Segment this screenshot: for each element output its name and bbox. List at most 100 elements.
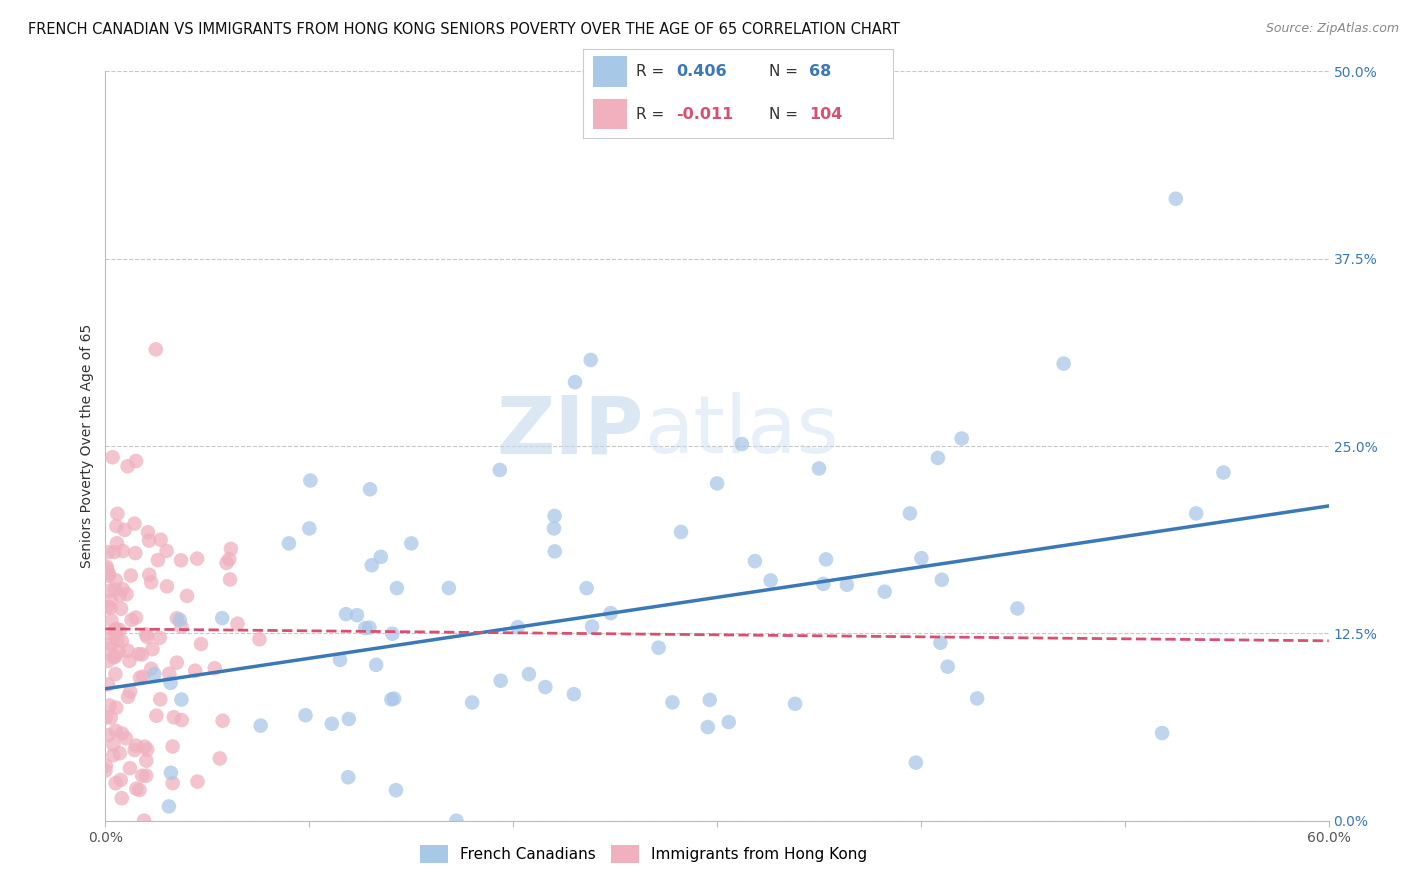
Point [904, 756, 927, 770]
Point [100, 626, 122, 640]
Point [706, 476, 728, 491]
Point [111, 791, 134, 805]
Point [170, 713, 193, 727]
Point [105, 632, 128, 647]
Point [117, 459, 139, 474]
Point [111, 726, 134, 740]
Point [184, 664, 207, 678]
Point [1007, 601, 1029, 615]
Point [575, 581, 598, 595]
Point [97, 728, 120, 742]
Point [118, 761, 141, 775]
Point [898, 507, 921, 521]
Point [162, 776, 184, 790]
Point [163, 710, 186, 724]
Text: R =: R = [636, 64, 669, 78]
Point [335, 607, 357, 621]
Point [950, 432, 973, 446]
Point [581, 619, 603, 633]
Point [105, 700, 128, 714]
Point [124, 516, 146, 531]
Point [696, 720, 718, 734]
Point [929, 636, 952, 650]
Point [121, 613, 143, 627]
Text: Source: ZipAtlas.com: Source: ZipAtlas.com [1265, 22, 1399, 36]
Point [115, 587, 138, 601]
Point [104, 626, 127, 640]
Point [815, 552, 838, 566]
Point [380, 692, 402, 706]
Point [370, 549, 392, 564]
Point [105, 507, 128, 521]
Point [170, 692, 193, 706]
Point [543, 508, 565, 523]
Point [599, 606, 621, 620]
Point [105, 536, 128, 550]
Point [506, 620, 529, 634]
Point [219, 541, 242, 556]
Point [134, 739, 156, 754]
Point [103, 738, 125, 752]
Point [299, 474, 322, 488]
Point [218, 552, 240, 566]
Point [160, 765, 183, 780]
Point [669, 524, 692, 539]
Point [110, 772, 132, 787]
Point [118, 654, 141, 668]
Point [115, 731, 138, 746]
Point [717, 715, 740, 730]
Point [124, 546, 146, 560]
Point [170, 553, 193, 567]
Point [156, 544, 179, 558]
Point [100, 614, 122, 628]
Point [98, 583, 121, 598]
Text: R =: R = [636, 107, 669, 121]
Point [111, 582, 134, 597]
Point [139, 575, 162, 590]
Point [108, 588, 131, 602]
Point [381, 626, 404, 640]
Point [138, 533, 160, 548]
Point [97, 569, 120, 583]
Point [136, 630, 159, 644]
Point [128, 647, 150, 661]
Point [346, 608, 368, 623]
Point [385, 783, 408, 797]
Point [125, 739, 148, 753]
Point [579, 353, 602, 368]
Point [226, 616, 249, 631]
Point [143, 667, 166, 681]
Point [562, 687, 585, 701]
Point [208, 751, 231, 765]
Point [359, 483, 381, 497]
Point [446, 814, 468, 828]
Point [104, 723, 127, 738]
Point [166, 656, 188, 670]
Point [366, 657, 388, 672]
Y-axis label: Seniors Poverty Over the Age of 65: Seniors Poverty Over the Age of 65 [80, 324, 94, 568]
Point [354, 621, 377, 635]
Point [329, 653, 352, 667]
Text: 68: 68 [810, 64, 831, 78]
Point [544, 544, 567, 558]
Point [190, 637, 212, 651]
Point [186, 774, 208, 789]
Point [100, 637, 122, 651]
Text: FRENCH CANADIAN VS IMMIGRANTS FROM HONG KONG SENIORS POVERTY OVER THE AGE OF 65 : FRENCH CANADIAN VS IMMIGRANTS FROM HONG … [28, 22, 900, 37]
Point [699, 693, 721, 707]
Point [211, 714, 233, 728]
Point [186, 551, 208, 566]
Point [835, 578, 858, 592]
Point [131, 769, 153, 783]
Point [936, 659, 959, 673]
FancyBboxPatch shape [593, 99, 627, 129]
Point [159, 676, 181, 690]
Point [219, 573, 242, 587]
FancyBboxPatch shape [593, 56, 627, 87]
Point [647, 640, 669, 655]
Point [149, 533, 172, 547]
Point [873, 584, 896, 599]
Point [120, 568, 142, 582]
Point [211, 611, 233, 625]
Text: atlas: atlas [644, 392, 838, 470]
